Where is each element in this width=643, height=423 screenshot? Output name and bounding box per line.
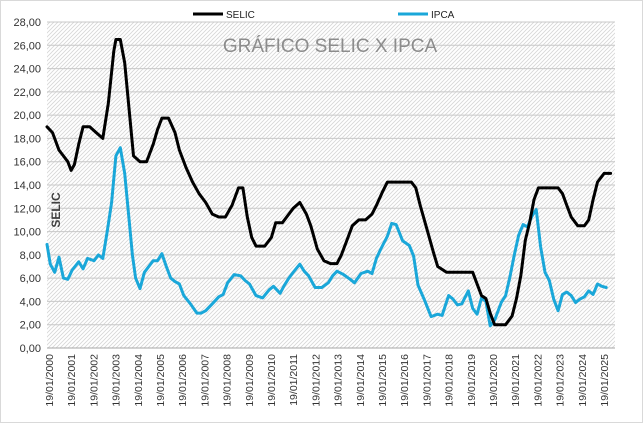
x-tick-label: 19/01/2016 xyxy=(399,354,411,407)
y-tick-label: 4,00 xyxy=(20,296,41,308)
x-tick-label: 19/01/2007 xyxy=(199,354,211,407)
x-tick-label: 19/01/2000 xyxy=(44,354,56,407)
y-tick-label: 8,00 xyxy=(20,250,41,262)
y-tick-label: 22,00 xyxy=(13,87,41,99)
legend-label-selic: SELIC xyxy=(226,10,255,21)
y-tick-label: 10,00 xyxy=(13,227,41,239)
y-axis-ticks: 0,00 2,00 4,00 6,00 8,00 10,00 12,00 14,00 16,00… xyxy=(13,17,41,355)
x-tick-label: 19/01/2018 xyxy=(444,354,456,407)
legend-label-ipca: IPCA xyxy=(431,10,455,21)
x-tick-label: 19/01/2011 xyxy=(288,354,300,406)
y-tick-label: 12,00 xyxy=(13,203,41,215)
x-tick-label: 19/01/2009 xyxy=(244,354,256,407)
y-axis-label: SELIC xyxy=(49,192,63,228)
y-tick-label: 2,00 xyxy=(20,320,41,332)
x-tick-label: 19/01/2019 xyxy=(466,354,478,407)
y-tick-label: 0,00 xyxy=(20,343,41,355)
x-tick-label: 19/01/2024 xyxy=(577,354,589,407)
series-line-ipca xyxy=(45,146,608,328)
x-tick-label: 19/01/2006 xyxy=(177,354,189,407)
y-tick-label: 6,00 xyxy=(20,273,41,285)
chart-title: GRÁFICO SELIC X IPCA xyxy=(223,36,438,57)
x-tick-label: 19/01/2020 xyxy=(488,354,500,407)
x-tick-label: 19/01/2003 xyxy=(111,354,123,407)
x-tick-label: 19/01/2013 xyxy=(333,354,345,407)
series-lines xyxy=(45,38,613,328)
x-tick-label: 19/01/2002 xyxy=(88,354,100,407)
x-tick-label: 19/01/2004 xyxy=(133,354,145,407)
x-tick-label: 19/01/2017 xyxy=(421,354,433,407)
x-axis-ticks: 19/01/2000 19/01/2001 19/01/2002 19/01/2003… xyxy=(44,354,611,407)
y-tick-label: 24,00 xyxy=(13,64,41,76)
x-tick-label: 19/01/2014 xyxy=(355,354,367,407)
y-tick-label: 26,00 xyxy=(13,40,41,52)
x-tick-label: 19/01/2021 xyxy=(510,354,522,407)
x-tick-label: 19/01/2005 xyxy=(155,354,167,407)
x-tick-label: 19/01/2022 xyxy=(532,354,544,407)
x-tick-label: 19/01/2010 xyxy=(266,354,278,407)
y-tick-label: 14,00 xyxy=(13,180,41,192)
legend: SELIC IPCA xyxy=(193,10,455,21)
y-tick-label: 20,00 xyxy=(13,110,41,122)
x-tick-label: 19/01/2023 xyxy=(555,354,567,407)
x-tick-label: 19/01/2015 xyxy=(377,354,389,407)
x-tick-label: 19/01/2001 xyxy=(66,354,78,407)
x-tick-label: 19/01/2008 xyxy=(222,354,234,407)
x-tick-label: 19/01/2025 xyxy=(599,354,611,407)
y-tick-label: 16,00 xyxy=(13,157,41,169)
y-tick-label: 28,00 xyxy=(13,17,41,29)
series-line-selic xyxy=(45,38,613,327)
y-tick-label: 18,00 xyxy=(13,133,41,145)
x-tick-label: 19/01/2012 xyxy=(310,354,322,407)
